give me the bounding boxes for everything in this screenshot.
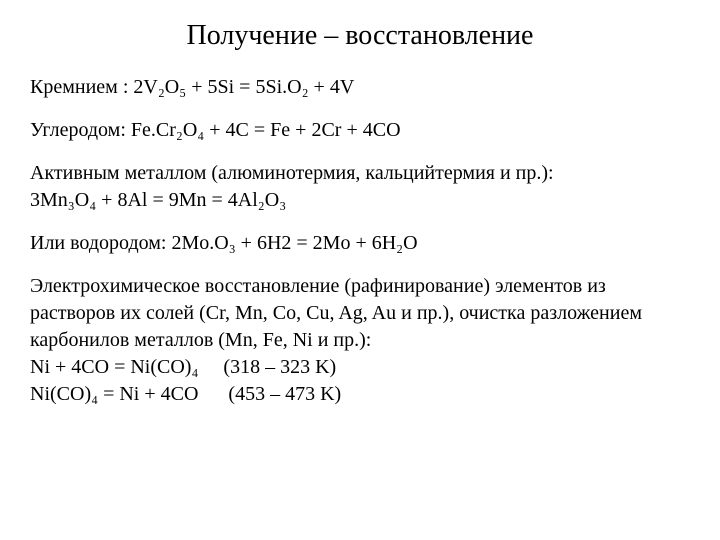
hydrogen-label: Или водородом: <box>30 232 166 254</box>
eq2-right: (453 – 473 K) <box>228 383 341 405</box>
active-metal-section: Активным металлом (алюминотермия, кальци… <box>30 160 690 214</box>
silicon-equation: 2V₂O₅ + 5Si = 5Si.O₂ + 4V <box>133 76 354 98</box>
page-title: Получение – восстановление <box>30 20 690 52</box>
hydrogen-equation: 2Mo.O₃ + 6H2 = 2Mo + 6H₂O <box>171 232 417 254</box>
carbon-label: Углеродом: <box>30 119 126 141</box>
carbon-section: Углеродом: Fe.Cr₂O₄ + 4C = Fe + 2Cr + 4C… <box>30 117 690 144</box>
electrochemical-eq1: Ni + 4CO = Ni(CO)₄ (318 – 323 K) <box>30 354 690 381</box>
eq1-right: (318 – 323 K) <box>223 356 336 378</box>
electrochemical-section: Электрохимическое восстановление (рафини… <box>30 273 690 408</box>
eq2-left: Ni(CO)₄ = Ni + 4CO <box>30 383 198 405</box>
active-metal-equation: 3Mn₃O₄ + 8Al = 9Mn = 4Al₂O₃ <box>30 187 690 214</box>
hydrogen-section: Или водородом: 2Mo.O₃ + 6H2 = 2Mo + 6H₂O <box>30 230 690 257</box>
eq1-left: Ni + 4CO = Ni(CO)₄ <box>30 356 198 378</box>
silicon-label: Кремнием : <box>30 76 128 98</box>
active-metal-label: Активным металлом (алюминотермия, кальци… <box>30 160 690 187</box>
silicon-section: Кремнием : 2V₂O₅ + 5Si = 5Si.O₂ + 4V <box>30 74 690 101</box>
electrochemical-eq2: Ni(CO)₄ = Ni + 4CO (453 – 473 K) <box>30 381 690 408</box>
carbon-equation: Fe.Cr₂O₄ + 4C = Fe + 2Cr + 4CO <box>131 119 401 141</box>
electrochemical-text: Электрохимическое восстановление (рафини… <box>30 273 690 354</box>
